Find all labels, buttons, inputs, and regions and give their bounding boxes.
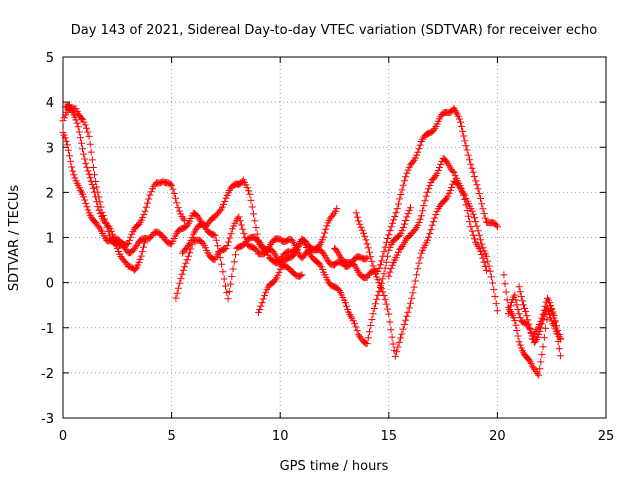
y-tick-label: -1 (41, 322, 54, 337)
x-tick-label: 5 (167, 429, 175, 444)
series-track-8 (331, 104, 501, 282)
series-track-6 (179, 220, 306, 303)
y-tick-label: 1 (46, 232, 54, 247)
series-track-3 (59, 104, 167, 257)
y-axis-label: SDTVAR / TECUs (7, 185, 22, 292)
y-tick-label: 3 (46, 141, 54, 156)
series-track-9 (352, 177, 501, 360)
y-tick-label: 0 (46, 277, 54, 292)
data-markers (59, 101, 564, 379)
plus-markers (515, 283, 564, 343)
x-tick-label: 20 (489, 429, 506, 444)
plus-markers (385, 155, 490, 280)
x-axis-label: GPS time / hours (280, 459, 389, 474)
x-tick-label: 15 (381, 429, 398, 444)
y-tick-label: 5 (46, 51, 54, 66)
y-tick-label: 4 (46, 96, 54, 111)
y-tick-label: -2 (41, 367, 54, 382)
plus-markers (331, 104, 501, 282)
plus-markers (179, 220, 306, 303)
y-tick-label: 2 (46, 186, 54, 201)
x-tick-label: 10 (272, 429, 289, 444)
series-track-10 (385, 155, 490, 280)
plus-markers (59, 104, 167, 257)
plus-markers (352, 177, 501, 360)
y-tick-label: -3 (41, 412, 54, 427)
x-tick-label: 0 (59, 429, 67, 444)
plus-markers (255, 204, 414, 348)
axis-ticks: 0 5 10 15 20 25 -3 -2 -1 0 1 2 3 4 5 (41, 51, 614, 444)
chart-title: Day 143 of 2021, Sidereal Day-to-day VTE… (71, 23, 598, 38)
series-track-7 (255, 204, 414, 348)
x-tick-label: 25 (598, 429, 615, 444)
series-track-13 (515, 283, 564, 343)
